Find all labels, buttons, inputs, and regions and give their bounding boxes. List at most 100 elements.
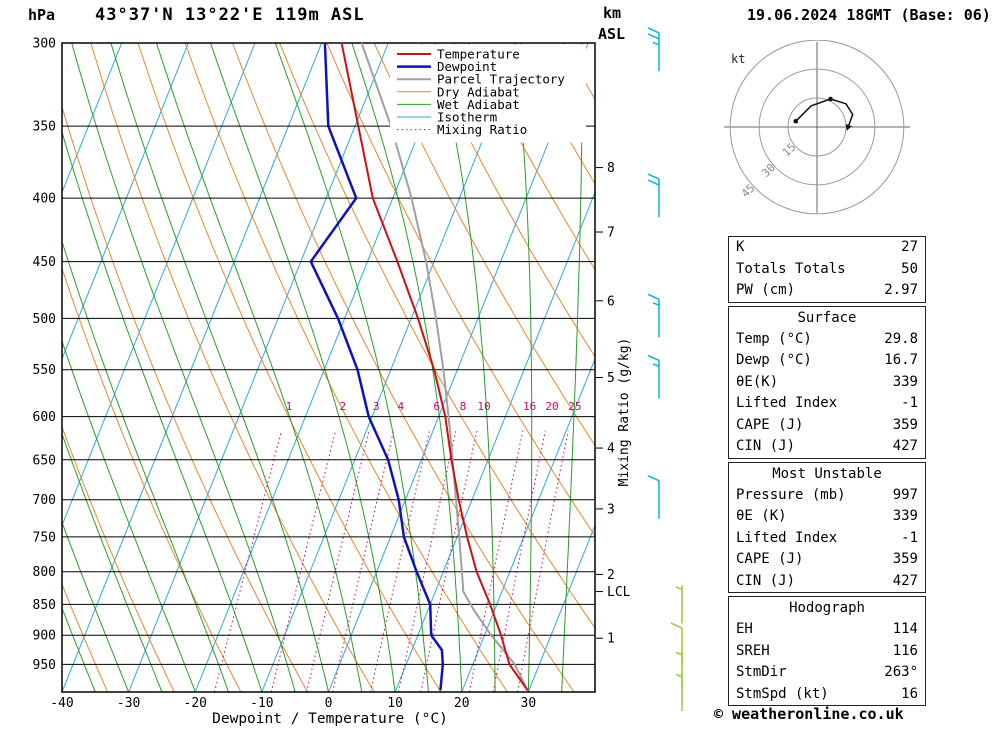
mixing-ratio-value-label: 20 — [545, 400, 558, 413]
legend-label: Isotherm — [437, 110, 497, 125]
index-label: StmSpd (kt) — [736, 685, 829, 702]
pressure-tick-label: 750 — [33, 530, 56, 545]
dry-adiabat-line — [62, 582, 109, 692]
index-value: 339 — [892, 508, 918, 524]
mixing-ratio-value-label: 10 — [477, 400, 490, 413]
hodograph-ring-label: 30 — [759, 161, 778, 180]
index-label: θE(K) — [736, 373, 779, 390]
km-tick-label: 8 — [607, 161, 615, 176]
mixing-ratio-line — [398, 430, 457, 692]
legend-label: Wet Adiabat — [437, 97, 520, 112]
wind-barb — [675, 650, 683, 689]
temperature-tick-label: 20 — [454, 696, 470, 711]
dry-adiabat-line — [90, 43, 375, 692]
index-value: 2.97 — [884, 282, 918, 298]
index-row: SREH 116 — [729, 641, 925, 663]
pressure-tick-label: 800 — [33, 565, 56, 580]
index-label: Temp (°C) — [736, 330, 812, 347]
index-label: Dewp (°C) — [736, 352, 812, 368]
index-value: 427 — [892, 438, 918, 454]
index-label: PW (cm) — [736, 282, 796, 298]
hodograph-dot — [793, 118, 799, 124]
isotherm-line — [62, 43, 189, 361]
km-tick-label: 6 — [607, 294, 615, 309]
isotherm-line — [62, 43, 323, 692]
dry-adiabat-line — [468, 43, 595, 271]
mixing-ratio-line — [270, 430, 336, 692]
mixing-ratio-line — [468, 430, 524, 692]
temperature-tick-label: -30 — [117, 696, 140, 711]
index-value: 359 — [892, 551, 918, 567]
copyright-label: © weatheronline.co.uk — [714, 705, 904, 723]
run-datetime-label: 19.06.2024 18GMT (Base: 06) — [747, 6, 991, 24]
index-row: CAPE (J) 359 — [729, 549, 925, 571]
isotherm-line — [461, 357, 595, 692]
hodograph-ring-label: 15 — [780, 141, 799, 160]
index-value: 359 — [892, 416, 918, 433]
wind-barb — [647, 475, 660, 519]
km-tick-label: 1 — [607, 632, 615, 647]
legend-label: Mixing Ratio — [437, 122, 527, 137]
pressure-tick-label: 600 — [33, 410, 56, 425]
wet-adiabat-line — [62, 432, 163, 692]
mixing-ratio-line — [332, 430, 394, 692]
index-row: Lifted Index -1 — [729, 528, 925, 550]
lcl-label: LCL — [607, 585, 631, 600]
index-label: Lifted Index — [736, 395, 838, 411]
isotherm-line — [62, 43, 123, 194]
pressure-tick-label: 850 — [33, 598, 56, 613]
dry-adiabat-line — [420, 43, 595, 358]
wind-barb — [670, 622, 683, 667]
isotherm-line — [128, 43, 389, 692]
temperature-tick-label: 30 — [521, 696, 537, 711]
mixing-ratio-value-label: 8 — [460, 400, 467, 413]
mixing-ratio-line — [370, 430, 430, 692]
index-row: CAPE (J) 359 — [729, 415, 925, 437]
mixing-ratio-value-label: 6 — [433, 400, 440, 413]
hodograph-unit-label: kt — [731, 52, 745, 66]
temperature-tick-label: 0 — [325, 696, 333, 711]
wind-barb — [675, 673, 683, 711]
index-row: EH 114 — [729, 619, 925, 641]
wind-barb-column — [647, 27, 683, 711]
index-label: CIN (J) — [736, 572, 796, 589]
pressure-tick-label: 300 — [33, 37, 56, 52]
isotherm-line — [194, 43, 456, 692]
indices-section-header: Hodograph — [789, 600, 865, 616]
hodograph-ring — [729, 40, 905, 215]
legend-label: Temperature — [437, 47, 520, 62]
index-value: 27 — [901, 239, 918, 255]
indices-section-header: Surface — [797, 309, 857, 326]
index-value: 997 — [892, 486, 918, 503]
hodograph-arrow — [845, 123, 852, 131]
temperature-tick-label: -40 — [50, 696, 73, 711]
km-tick-label: 3 — [607, 502, 615, 517]
index-label: StmDir — [736, 664, 787, 680]
index-label: θE (K) — [736, 508, 787, 524]
mixing-ratio-line — [306, 430, 370, 692]
index-label: K — [736, 239, 745, 255]
indices-section: Most Unstable Pressure (mb) 997 θE (K) 339 Li… — [728, 461, 926, 593]
index-label: SREH — [736, 642, 770, 659]
legend-background — [390, 44, 586, 143]
wind-barb — [647, 173, 660, 218]
index-label: Lifted Index — [736, 529, 838, 546]
index-row: CIN (J) 427 — [729, 436, 925, 458]
dry-adiabat-line — [62, 425, 175, 692]
index-value: 16 — [901, 685, 918, 702]
indices-panel: K 27 Totals Totals 50 PW (cm) 2.97 Surface Temp… — [728, 236, 926, 709]
pressure-tick-label: 650 — [33, 453, 56, 468]
mixing-ratio-line — [420, 430, 478, 692]
wind-barb — [647, 293, 660, 338]
pressure-tick-label: 350 — [33, 120, 56, 135]
wind-barb — [675, 585, 683, 624]
station-title: 43°37'N 13°22'E 119m ASL — [95, 5, 365, 25]
index-value: -1 — [901, 529, 918, 546]
index-row: Pressure (mb) 997 — [729, 485, 925, 507]
mixing-ratio-line — [517, 430, 569, 692]
pressure-tick-label: 950 — [33, 658, 56, 673]
index-label: CAPE (J) — [736, 551, 804, 567]
